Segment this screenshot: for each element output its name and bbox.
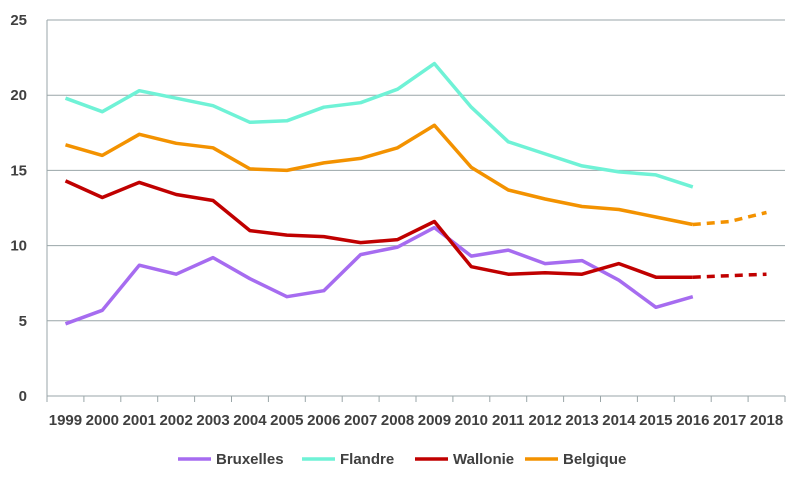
y-tick-label: 15 — [10, 162, 27, 179]
x-tick-label: 1999 — [49, 412, 82, 429]
series-line-wallonie — [64, 179, 693, 279]
x-tick-label: 2014 — [602, 412, 636, 429]
x-tick-label: 2006 — [307, 412, 340, 429]
x-tick-label: 2018 — [750, 412, 783, 429]
x-tick-label: 2016 — [676, 412, 709, 429]
y-tick-label: 5 — [19, 313, 27, 330]
series-line-bruxelles — [64, 225, 694, 326]
x-tick-label: 2012 — [528, 412, 561, 429]
x-tick-label: 2003 — [196, 412, 229, 429]
y-tick-label: 0 — [19, 388, 27, 405]
y-tick-labels: 0 5 10 15 20 25 — [10, 12, 27, 405]
series-line-belgique — [65, 123, 694, 227]
x-tick-labels: 1999 2000 2001 2002 2003 2004 2005 2006 2007 2008… — [49, 412, 783, 429]
y-tick-label: 25 — [10, 12, 27, 29]
series-projection-wallonie — [692, 272, 767, 279]
legend-label-bruxelles: Bruxelles — [216, 451, 284, 468]
series-projection-belgique — [692, 210, 767, 227]
y-tick-label: 20 — [10, 87, 27, 104]
x-tick-label: 2017 — [713, 412, 746, 429]
x-tick-label: 2013 — [565, 412, 598, 429]
x-tick-label: 2000 — [86, 412, 119, 429]
legend-label-flandre: Flandre — [340, 451, 394, 468]
x-tick-label: 2011 — [492, 412, 525, 429]
legend: Bruxelles Flandre Wallonie Belgique — [178, 451, 626, 468]
legend-label-wallonie: Wallonie — [453, 451, 514, 468]
series-line-flandre — [64, 61, 694, 189]
x-tick-label: 2001 — [123, 412, 156, 429]
x-tick-label: 2004 — [233, 412, 267, 429]
x-tick-label: 2008 — [381, 412, 414, 429]
legend-label-belgique: Belgique — [563, 451, 626, 468]
x-tick-label: 2015 — [639, 412, 672, 429]
x-tick-label: 2002 — [159, 412, 192, 429]
series-lines — [64, 61, 767, 326]
x-tick-label: 2007 — [344, 412, 377, 429]
x-tick-label: 2005 — [270, 412, 303, 429]
x-tick-label: 2010 — [455, 412, 488, 429]
x-tick-label: 2009 — [418, 412, 451, 429]
y-tick-label: 10 — [10, 238, 27, 255]
axes — [46, 20, 786, 402]
